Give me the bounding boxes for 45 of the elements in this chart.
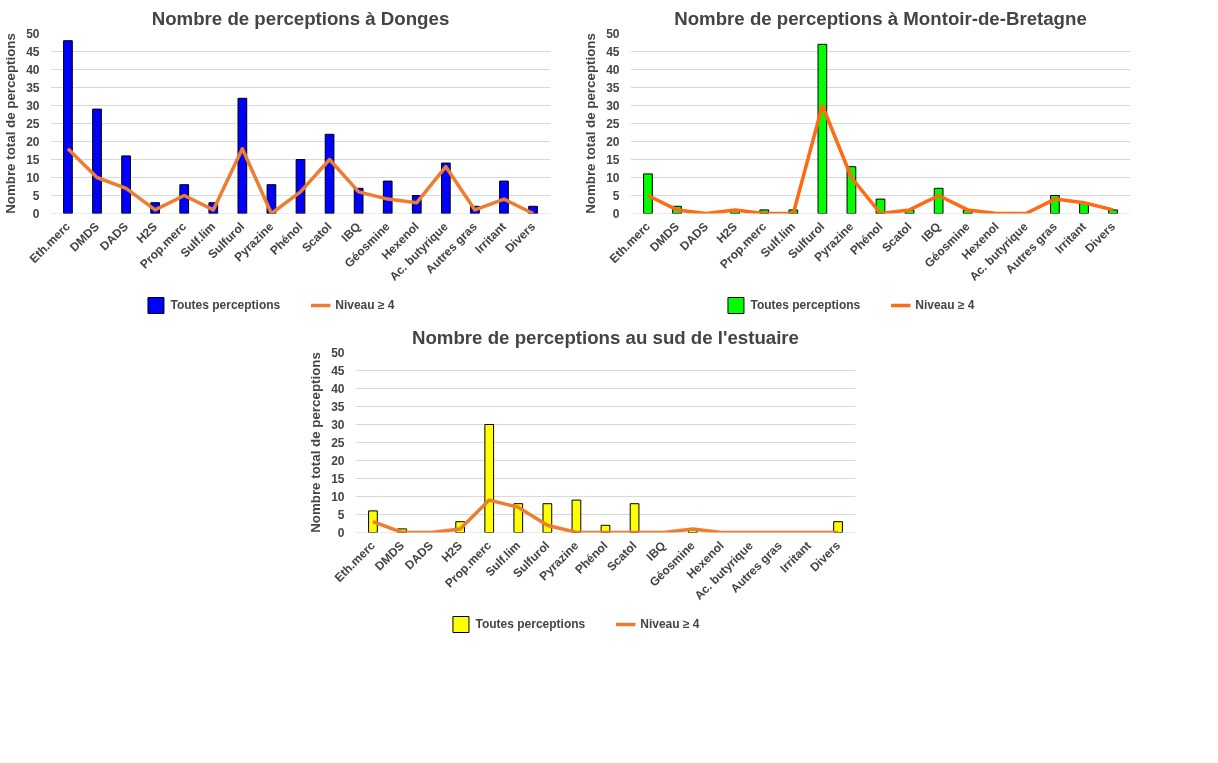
chart-title: Nombre de perceptions au sud de l'estuaire <box>412 326 800 348</box>
y-tick-label: 10 <box>606 171 620 185</box>
legend-label: Toutes perceptions <box>750 298 861 312</box>
chart-title: Nombre de perceptions à Montoir-de-Bretagne <box>674 7 1087 29</box>
legend-label: Niveau ≥ 4 <box>335 298 395 312</box>
y-tick-label: 30 <box>331 418 345 432</box>
y-tick-label: 0 <box>337 526 345 540</box>
legend-label: Niveau ≥ 4 <box>915 298 975 312</box>
y-tick-label: 20 <box>331 454 345 468</box>
y-tick-label: 20 <box>26 135 40 149</box>
y-tick-label: 0 <box>32 207 40 221</box>
legend-label: Niveau ≥ 4 <box>640 617 700 631</box>
y-tick-label: 30 <box>26 99 40 113</box>
y-tick-label: 50 <box>606 27 620 41</box>
y-tick-label: 15 <box>26 153 40 167</box>
y-tick-label: 45 <box>606 45 620 59</box>
y-tick-label: 25 <box>26 117 40 131</box>
chart-title: Nombre de perceptions à Donges <box>151 7 450 29</box>
y-axis-title: Nombre total de perceptions <box>3 33 19 214</box>
y-tick-label: 50 <box>26 27 40 41</box>
y-tick-label: 40 <box>606 63 620 77</box>
legend-label: Toutes perceptions <box>170 298 281 312</box>
y-tick-label: 15 <box>606 153 620 167</box>
y-tick-label: 25 <box>606 117 620 131</box>
y-tick-label: 10 <box>26 171 40 185</box>
y-tick-label: 10 <box>331 490 345 504</box>
y-tick-label: 35 <box>606 81 620 95</box>
y-tick-label: 15 <box>331 472 345 486</box>
y-axis-title: Nombre total de perceptions <box>308 352 324 533</box>
y-tick-label: 5 <box>32 189 40 203</box>
y-tick-label: 35 <box>331 400 345 414</box>
y-tick-label: 35 <box>26 81 40 95</box>
y-tick-label: 25 <box>331 436 345 450</box>
y-axis-title: Nombre total de perceptions <box>583 33 599 214</box>
y-tick-label: 40 <box>331 382 345 396</box>
y-tick-label: 40 <box>26 63 40 77</box>
legend-label: Toutes perceptions <box>475 617 586 631</box>
y-tick-label: 5 <box>337 508 345 522</box>
y-tick-label: 0 <box>612 207 620 221</box>
y-tick-label: 5 <box>612 189 620 203</box>
y-tick-label: 45 <box>331 364 345 378</box>
y-tick-label: 45 <box>26 45 40 59</box>
y-tick-label: 50 <box>331 346 345 360</box>
y-tick-label: 30 <box>606 99 620 113</box>
y-tick-label: 20 <box>606 135 620 149</box>
